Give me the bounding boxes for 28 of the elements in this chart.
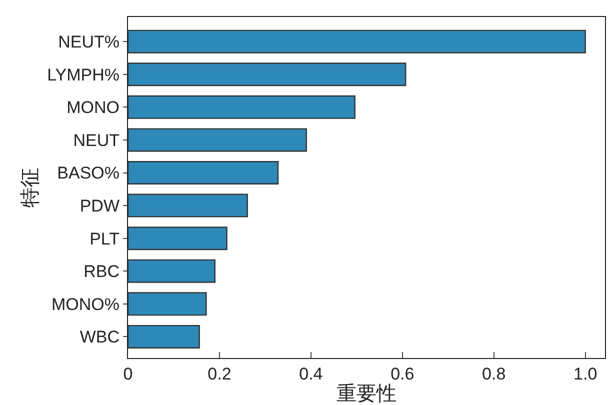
y-tick-label: PDW — [80, 196, 120, 216]
bar — [128, 194, 248, 218]
bar — [128, 324, 200, 348]
y-tick-label: MONO — [66, 98, 120, 118]
x-tick-label: 1.0 — [574, 364, 598, 384]
bar — [128, 95, 356, 119]
x-tick-label: 0 — [123, 364, 133, 384]
bar — [128, 259, 216, 283]
y-tick-label: BASO% — [57, 164, 120, 183]
y-tick-label: PLT — [90, 229, 120, 248]
bar — [128, 226, 228, 250]
x-tick-label: 0.2 — [208, 364, 232, 384]
x-axis-title: 重要性 — [336, 383, 396, 405]
bar — [128, 161, 279, 184]
bar — [128, 30, 586, 54]
y-tick-label: MONO% — [52, 294, 120, 314]
y-tick-label: NEUT% — [58, 32, 120, 52]
y-tick-label: RBC — [84, 262, 120, 282]
bar — [128, 62, 406, 86]
y-tick-label: NEUT — [73, 130, 120, 150]
y-tick-label: LYMPH% — [47, 65, 120, 84]
x-tick-label: 0.6 — [390, 364, 414, 384]
bar — [128, 128, 307, 152]
bar — [128, 292, 207, 316]
y-tick-label: WBC — [80, 328, 120, 347]
x-tick-label: 0.4 — [299, 364, 323, 384]
x-tick-label: 0.8 — [482, 364, 506, 384]
y-axis-title: 特征 — [20, 168, 42, 208]
